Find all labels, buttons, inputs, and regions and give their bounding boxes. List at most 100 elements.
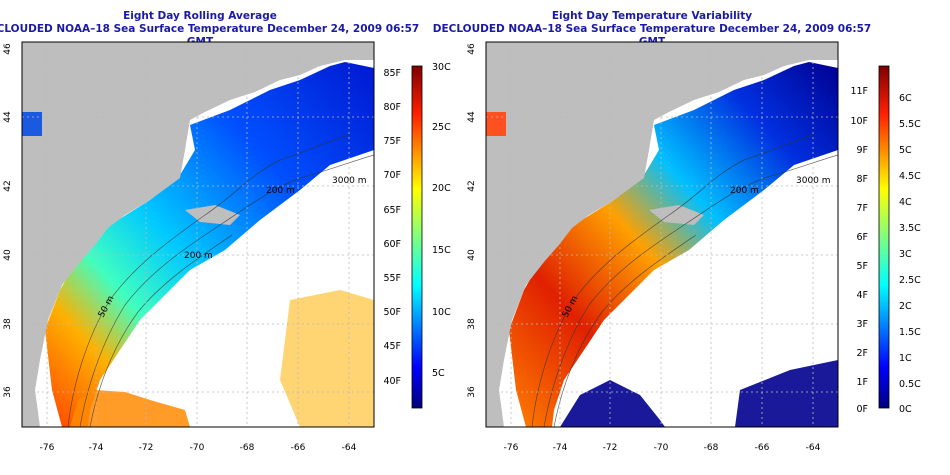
left-y-tick-label: 46 <box>3 43 13 55</box>
left-map-inland-water <box>22 112 42 136</box>
left-map-graticule <box>22 42 374 427</box>
right-colorbar-c-labels: 6C 5.5C 5C 4.5C 4C 3.5C 3C 2.5C 2C 1.5C … <box>899 93 921 415</box>
left-cb-f-label: 60F <box>383 239 401 250</box>
left-cb-c-label: 15C <box>432 245 451 256</box>
left-cb-c-label: 10C <box>432 307 451 318</box>
left-x-tick-label: -72 <box>139 443 154 453</box>
right-colorbar-gradient <box>878 65 890 409</box>
right-cb-c-label: 6C <box>899 93 912 104</box>
right-colorbar-f-labels: 11F 10F 9F 8F 7F 6F 5F 4F 3F 2F 1F 0F <box>850 86 868 415</box>
left-cb-f-label: 40F <box>383 376 401 387</box>
left-map-shelf-water <box>45 62 374 427</box>
left-colorbar-gradient <box>411 65 423 409</box>
left-cb-c-label: 25C <box>432 122 451 133</box>
left-cb-c-label: 20C <box>432 183 451 194</box>
right-cb-f-label: 10F <box>850 116 868 127</box>
right-cb-c-label: 1C <box>899 353 912 364</box>
right-y-tick-label: 40 <box>467 249 477 261</box>
right-cb-f-label: 8F <box>856 174 868 185</box>
left-map-x-axis: -76 -74 -72 -70 -68 -66 -64 <box>40 443 357 453</box>
right-cb-f-label: 0F <box>856 404 868 415</box>
right-cb-c-label: 3C <box>899 249 912 260</box>
left-cb-f-label: 70F <box>383 170 401 181</box>
left-cb-f-label: 80F <box>383 102 401 113</box>
right-x-tick-label: -76 <box>504 443 519 453</box>
left-cb-f-label: 75F <box>383 136 401 147</box>
right-y-tick-label: 36 <box>467 386 477 398</box>
left-cb-f-label: 50F <box>383 307 401 318</box>
left-colorbar: 85F 80F 75F 70F 65F 60F 55F 50F 45F 40F … <box>383 62 451 409</box>
left-map-warm-patch <box>70 390 190 427</box>
right-map-graticule <box>486 42 838 427</box>
right-x-tick-label: -64 <box>806 443 821 453</box>
right-cb-f-label: 6F <box>856 232 868 243</box>
right-map-frame <box>485 41 839 428</box>
left-cb-f-label: 85F <box>383 68 401 79</box>
left-cb-c-label: 5C <box>432 368 445 379</box>
right-map-title-block: Eight Day Temperature Variability DECLOU… <box>432 10 872 49</box>
left-x-tick-label: -70 <box>190 443 205 453</box>
right-map-land <box>486 42 838 427</box>
right-map-inland-water <box>486 112 506 136</box>
left-cb-f-label: 45F <box>383 341 401 352</box>
right-cb-c-label: 0C <box>899 404 912 415</box>
left-map-coast-detail <box>185 205 240 225</box>
right-cb-f-label: 11F <box>850 86 868 97</box>
left-cb-f-label: 55F <box>383 273 401 284</box>
right-map-depth-contours <box>531 134 838 427</box>
left-map-title: Eight Day Rolling Average <box>123 10 277 22</box>
left-map-y-axis: 36 38 40 42 44 46 <box>3 43 13 398</box>
right-cb-f-label: 9F <box>856 145 868 156</box>
right-y-tick-label: 46 <box>467 43 477 55</box>
right-cb-c-label: 4.5C <box>899 171 921 182</box>
right-y-tick-label: 42 <box>467 180 477 191</box>
right-x-tick-label: -66 <box>755 443 770 453</box>
left-x-tick-label: -76 <box>40 443 55 453</box>
right-cb-c-label: 2.5C <box>899 275 921 286</box>
right-cb-c-label: 2C <box>899 301 912 312</box>
left-colorbar-c-labels: 30C 25C 20C 15C 10C 5C <box>432 62 451 379</box>
right-cb-c-label: 5C <box>899 145 912 156</box>
left-y-tick-label: 42 <box>3 180 13 191</box>
right-map-coast-detail <box>649 205 704 225</box>
right-map: 3000 m 200 m 50 m -76 -74 -72 -70 -68 -6… <box>467 41 839 453</box>
left-contour-label-3000: 3000 m <box>332 176 367 186</box>
left-map-depth-contours <box>67 134 374 427</box>
right-cb-f-label: 2F <box>856 348 868 359</box>
left-x-tick-label: -66 <box>291 443 306 453</box>
left-colorbar-f-labels: 85F 80F 75F 70F 65F 60F 55F 50F 45F 40F <box>383 68 401 387</box>
right-map-offshore-low-variability <box>560 360 838 427</box>
left-contour-label-200b: 200 m <box>184 251 213 261</box>
right-cb-c-label: 3.5C <box>899 223 921 234</box>
left-map-land <box>22 42 374 427</box>
right-y-tick-label: 44 <box>467 111 477 123</box>
right-cb-f-label: 4F <box>856 290 868 301</box>
right-contour-label-200: 200 m <box>730 186 759 196</box>
left-map-east-warm-patch <box>280 290 374 427</box>
right-cb-c-label: 1.5C <box>899 327 921 338</box>
right-map-y-axis: 36 38 40 42 44 46 <box>467 43 477 398</box>
right-y-tick-label: 38 <box>467 318 477 330</box>
right-cb-c-label: 5.5C <box>899 119 921 130</box>
left-y-tick-label: 38 <box>3 318 13 330</box>
right-x-tick-label: -74 <box>553 443 568 453</box>
left-map-frame <box>21 41 375 428</box>
left-y-tick-label: 36 <box>3 386 13 398</box>
right-cb-f-label: 1F <box>856 377 868 388</box>
left-x-tick-label: -68 <box>240 443 255 453</box>
right-x-tick-label: -70 <box>654 443 669 453</box>
right-cb-f-label: 5F <box>856 261 868 272</box>
left-contour-label-200a: 200 m <box>266 186 295 196</box>
right-cb-f-label: 3F <box>856 319 868 330</box>
left-x-tick-label: -64 <box>342 443 357 453</box>
left-y-tick-label: 40 <box>3 249 13 261</box>
left-x-tick-label: -74 <box>89 443 104 453</box>
left-cb-f-label: 65F <box>383 205 401 216</box>
right-cb-c-label: 0.5C <box>899 379 921 390</box>
left-map: 3000 m 200 m 200 m 50 m -76 -74 -72 -70 … <box>3 41 375 453</box>
right-colorbar: 11F 10F 9F 8F 7F 6F 5F 4F 3F 2F 1F 0F 6C… <box>850 65 921 415</box>
left-cb-c-label: 30C <box>432 62 451 73</box>
left-y-tick-label: 44 <box>3 111 13 123</box>
right-x-tick-label: -68 <box>704 443 719 453</box>
